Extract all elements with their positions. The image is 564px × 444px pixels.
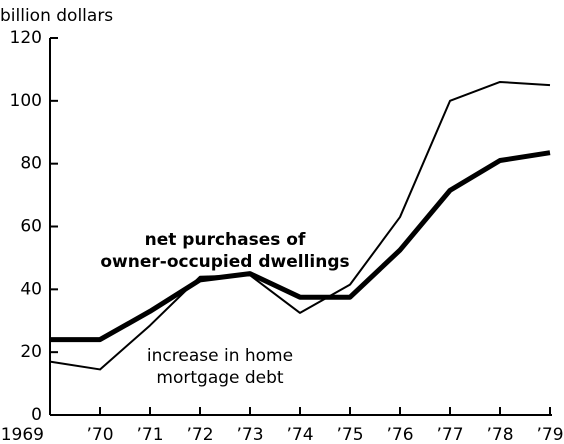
x-tick-label: ’76 — [386, 425, 413, 444]
y-tick-label: 0 — [31, 405, 42, 425]
series-label: mortgage debt — [156, 368, 284, 388]
y-tick-label: 40 — [20, 279, 42, 299]
x-tick-label: ’70 — [86, 425, 113, 444]
x-tick-label: ’74 — [286, 425, 313, 444]
x-tick-label: ’71 — [136, 425, 163, 444]
series-label: net purchases of — [145, 230, 306, 250]
x-tick-label: 1969 — [1, 425, 44, 444]
series-line — [49, 80, 551, 371]
series-line — [50, 150, 551, 343]
x-tick-label: ’75 — [336, 425, 363, 444]
x-tick-label: ’79 — [536, 425, 563, 444]
y-tick-label: 20 — [20, 342, 42, 362]
y-tick-label: 80 — [20, 154, 42, 174]
y-axis-label: billion dollars — [0, 6, 113, 26]
y-tick-label: 100 — [10, 91, 42, 111]
series-label: owner-occupied dwellings — [100, 252, 349, 272]
y-tick-label: 60 — [20, 217, 42, 237]
series-label: increase in home — [147, 346, 293, 366]
x-tick-label: ’78 — [486, 425, 513, 444]
x-tick-label: ’77 — [436, 425, 463, 444]
x-tick-label: ’73 — [236, 425, 263, 444]
y-tick-label: 120 — [10, 28, 42, 48]
x-tick-label: ’72 — [186, 425, 213, 444]
